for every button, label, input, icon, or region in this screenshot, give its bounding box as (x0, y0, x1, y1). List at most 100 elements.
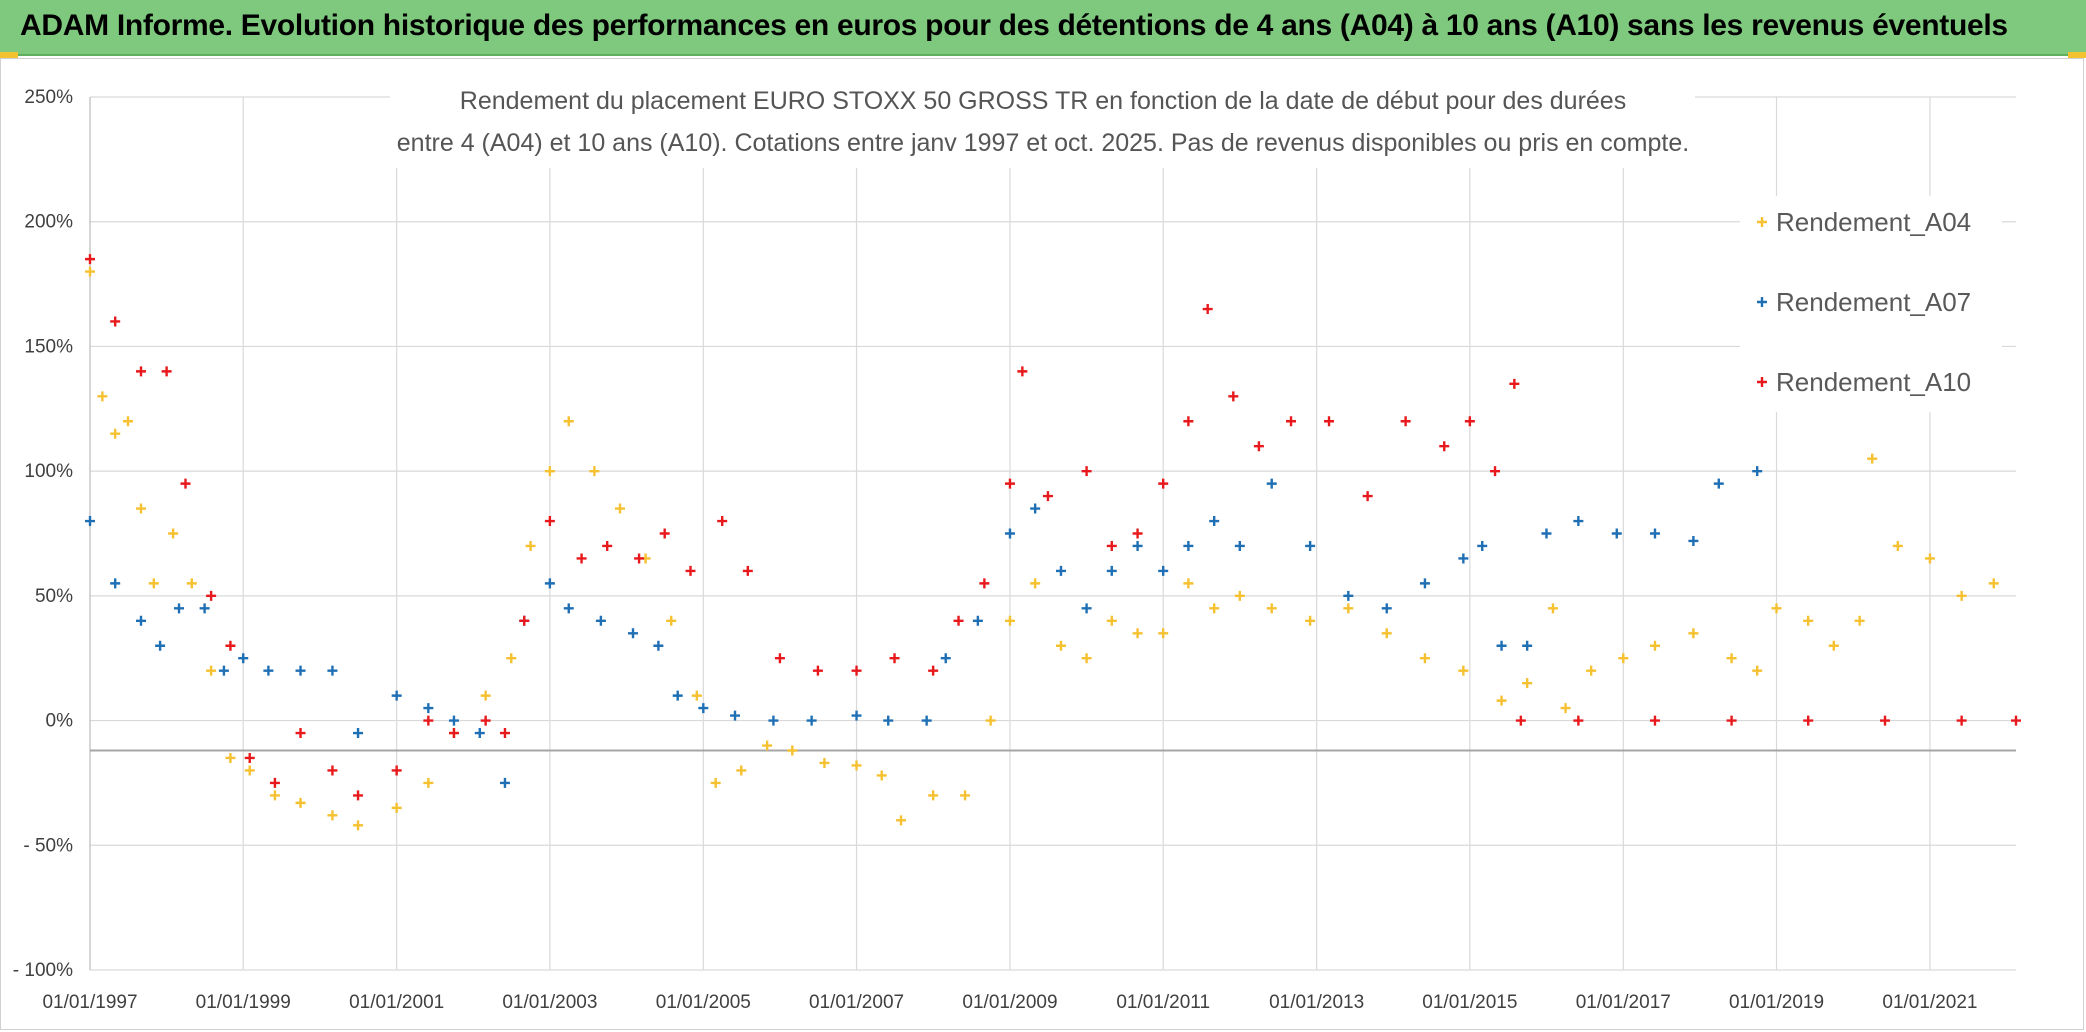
data-marker (876, 770, 887, 781)
data-marker (1004, 615, 1015, 626)
data-marker (634, 553, 645, 564)
y-tick-label: 250% (24, 87, 73, 108)
data-marker (928, 790, 939, 801)
legend-item: Rendement_A10 (1757, 367, 1971, 397)
data-marker (1158, 478, 1169, 489)
data-marker (1183, 540, 1194, 551)
data-marker (1988, 578, 1999, 589)
data-marker (474, 728, 485, 739)
legend-item: Rendement_A04 (1757, 207, 1971, 237)
data-marker (979, 578, 990, 589)
data-marker (1055, 640, 1066, 651)
data-marker (136, 615, 147, 626)
data-marker (1688, 535, 1699, 546)
data-marker (563, 416, 574, 427)
data-marker (1439, 441, 1450, 452)
data-marker (1305, 540, 1316, 551)
data-marker (1305, 615, 1316, 626)
data-marker (666, 615, 677, 626)
data-marker (851, 710, 862, 721)
data-marker (1362, 491, 1373, 502)
data-marker (423, 715, 434, 726)
data-marker (423, 703, 434, 714)
data-marker (295, 728, 306, 739)
data-marker (889, 653, 900, 664)
data-marker (269, 777, 280, 788)
data-marker (180, 478, 191, 489)
data-marker (480, 715, 491, 726)
data-marker (1106, 565, 1117, 576)
page-title: ADAM Informe. Evolution historique des p… (20, 9, 2008, 42)
data-marker (85, 254, 95, 265)
data-marker (1880, 715, 1891, 726)
data-marker (122, 416, 133, 427)
data-marker (1573, 516, 1584, 527)
data-marker (1803, 615, 1814, 626)
data-marker (1324, 416, 1335, 427)
data-marker (653, 640, 664, 651)
data-marker (110, 578, 121, 589)
legend: Rendement_A04 Rendement_A07 Rendement_A10 (1740, 196, 2002, 412)
data-marker (896, 815, 907, 826)
data-marker (1496, 695, 1507, 706)
y-tick-label: 200% (24, 212, 73, 233)
series-Rendement_A07 (85, 466, 1763, 788)
data-marker (206, 590, 217, 601)
y-axis-labels: 250% 200% 150% 100% 50% 0% - 50% - 100% (13, 87, 73, 981)
x-tick-label: 01/01/2003 (502, 992, 597, 1013)
data-marker (1158, 628, 1169, 639)
data-marker (1649, 640, 1660, 651)
data-marker (1752, 466, 1763, 477)
data-marker (1924, 553, 1935, 564)
data-marker (1419, 578, 1430, 589)
data-marker (327, 765, 338, 776)
data-marker (269, 790, 280, 801)
data-marker (1956, 715, 1967, 726)
data-marker (525, 540, 536, 551)
data-marker (295, 797, 306, 808)
data-marker (1541, 528, 1552, 539)
data-marker (544, 466, 555, 477)
data-marker (136, 503, 147, 514)
data-marker (851, 665, 862, 676)
data-marker (391, 765, 402, 776)
data-marker (519, 615, 530, 626)
data-marker (787, 745, 798, 756)
data-marker (499, 777, 510, 788)
data-marker (985, 715, 996, 726)
legend-label: Rendement_A10 (1776, 367, 1971, 397)
data-marker (762, 740, 773, 751)
data-marker (1209, 516, 1220, 527)
data-marker (812, 665, 823, 676)
data-marker (595, 615, 606, 626)
data-marker (576, 553, 587, 564)
data-marker (1266, 478, 1277, 489)
data-marker (1253, 441, 1264, 452)
data-marker (353, 820, 364, 831)
data-marker (1509, 378, 1520, 389)
data-marker (691, 690, 702, 701)
data-marker (218, 665, 229, 676)
data-marker (921, 715, 932, 726)
data-marker (448, 728, 459, 739)
data-marker (1202, 304, 1213, 315)
data-marker (225, 752, 236, 763)
x-tick-label: 01/01/2013 (1269, 992, 1364, 1013)
data-marker (168, 528, 179, 539)
data-marker (1055, 565, 1066, 576)
data-marker (768, 715, 779, 726)
data-markers (85, 254, 2021, 831)
data-marker (774, 653, 785, 664)
data-marker (1757, 297, 1767, 307)
data-marker (1419, 653, 1430, 664)
data-marker (97, 391, 108, 402)
data-marker (225, 640, 236, 651)
data-marker (206, 665, 217, 676)
data-marker (1726, 653, 1737, 664)
data-marker (2011, 715, 2021, 726)
data-marker (614, 503, 625, 514)
chart-subtitle-line1: Rendement du placement EURO STOXX 50 GRO… (460, 87, 1626, 115)
data-marker (1688, 628, 1699, 639)
data-marker (1158, 565, 1169, 576)
x-axis-labels: 01/01/1997 01/01/1999 01/01/2001 01/01/2003… (42, 992, 1977, 1013)
